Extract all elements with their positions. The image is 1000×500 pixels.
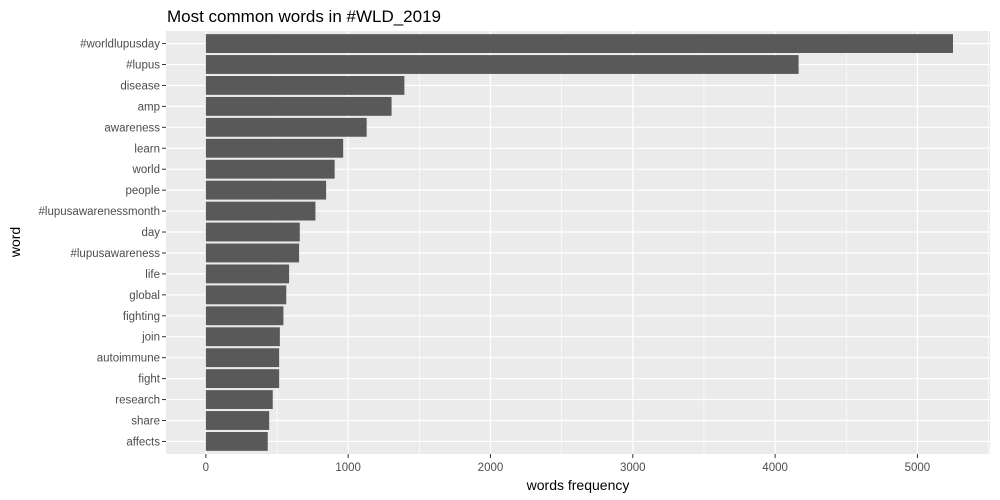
bar <box>205 327 280 347</box>
y-tick-label: affects <box>126 436 160 448</box>
bar <box>205 369 280 389</box>
x-tick-label: 1000 <box>335 462 361 474</box>
bar <box>205 76 405 95</box>
y-tick-label: amp <box>138 101 160 113</box>
y-tick-label: #worldlupusday <box>80 39 160 51</box>
y-tick-label: disease <box>120 80 160 92</box>
y-tick-label: #lupusawarenessmonth <box>39 206 160 218</box>
y-tick-label: world <box>132 164 160 176</box>
bar <box>205 243 300 263</box>
y-tick-label: autoimmune <box>97 353 160 365</box>
x-tick-label: 4000 <box>762 462 788 474</box>
bar <box>205 306 284 326</box>
y-tick-label: fighting <box>123 311 160 323</box>
x-tick-label: 3000 <box>620 462 646 474</box>
y-tick-label: global <box>129 290 160 302</box>
y-tick-label: people <box>125 185 160 197</box>
y-axis: #worldlupusday #lupus disease amp awareness l… <box>39 39 166 448</box>
y-tick-label: #lupus <box>126 60 160 72</box>
bar <box>205 390 273 409</box>
x-tick-label: 2000 <box>478 462 504 474</box>
y-tick-label: day <box>141 227 160 239</box>
x-tick-label: 0 <box>203 462 209 474</box>
bar <box>205 411 270 430</box>
y-tick-label: life <box>145 269 160 281</box>
bars <box>205 34 953 451</box>
y-tick-label: #lupusawareness <box>70 248 160 260</box>
bar <box>205 222 300 242</box>
chart-title: Most common words in #WLD_2019 <box>167 7 441 26</box>
y-tick-label: research <box>115 395 160 407</box>
bar <box>205 159 335 179</box>
y-tick-label: share <box>131 415 160 427</box>
bar <box>205 201 316 221</box>
y-tick-label: learn <box>134 143 160 155</box>
x-tick-label: 5000 <box>905 462 931 474</box>
y-tick-label: fight <box>138 374 161 386</box>
bar <box>205 117 367 137</box>
x-axis: 0 1000 2000 3000 4000 5000 <box>203 454 931 474</box>
bar <box>205 138 344 158</box>
bar <box>205 432 268 451</box>
y-axis-title: word <box>7 227 23 258</box>
y-tick-label: join <box>141 332 160 344</box>
x-axis-title: words frequency <box>526 477 630 493</box>
bar <box>205 180 327 200</box>
bar <box>205 348 280 368</box>
bar <box>205 55 799 74</box>
major-gridlines <box>166 31 990 454</box>
bar <box>205 264 290 284</box>
bar <box>205 34 953 53</box>
bar <box>205 285 287 305</box>
bar <box>205 96 392 116</box>
y-tick-label: awareness <box>104 122 160 134</box>
